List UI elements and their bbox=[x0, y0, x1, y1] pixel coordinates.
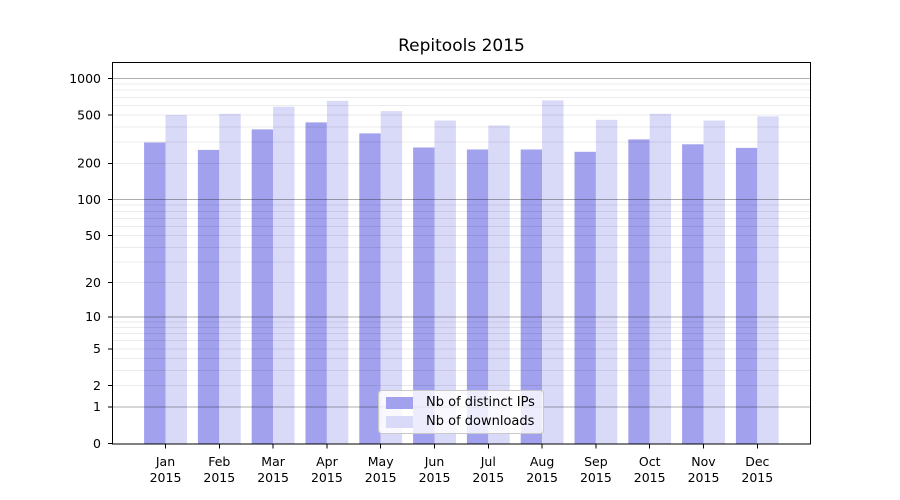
bar-distinct-ips-jul bbox=[466, 149, 489, 444]
x-tick-label-year: 2015 bbox=[634, 470, 666, 485]
x-tick-label-year: 2015 bbox=[203, 470, 235, 485]
bar-distinct-ips-dec bbox=[735, 147, 758, 444]
bar-downloads-nov bbox=[703, 120, 725, 444]
bar-distinct-ips-apr bbox=[305, 122, 327, 444]
y-tick-label: 100 bbox=[77, 192, 101, 207]
x-tick-label-month: Nov bbox=[691, 454, 716, 469]
y-tick-label: 5 bbox=[93, 341, 101, 356]
bar-downloads-apr bbox=[326, 100, 349, 444]
y-tick-label: 200 bbox=[77, 156, 101, 171]
bar-downloads-mar bbox=[273, 106, 295, 444]
bar-downloads-may bbox=[380, 111, 403, 444]
bar-distinct-ips-may bbox=[359, 133, 381, 444]
x-tick-label-month: Oct bbox=[639, 454, 661, 469]
y-tick-label: 2 bbox=[93, 378, 101, 393]
x-tick-label-year: 2015 bbox=[472, 470, 504, 485]
x-tick-label-year: 2015 bbox=[688, 470, 720, 485]
plot-border bbox=[112, 62, 811, 445]
legend-label-distinct-ips: Nb of distinct IPs bbox=[426, 395, 535, 410]
legend-swatch-downloads bbox=[386, 415, 413, 428]
x-tick-label-month: Dec bbox=[745, 454, 769, 469]
x-tick-label-month: Jun bbox=[424, 454, 445, 469]
bar-downloads-sep bbox=[595, 119, 618, 444]
bar-downloads-oct bbox=[649, 113, 672, 444]
x-tick-label-month: May bbox=[368, 454, 394, 469]
y-tick-label: 1 bbox=[93, 399, 101, 414]
legend: Nb of distinct IPs Nb of downloads bbox=[378, 390, 544, 434]
x-tick-label-year: 2015 bbox=[365, 470, 397, 485]
bar-downloads-feb bbox=[219, 113, 241, 444]
bar-distinct-ips-sep bbox=[574, 151, 596, 444]
y-tick-label: 20 bbox=[85, 275, 101, 290]
y-tick-label: 500 bbox=[77, 107, 101, 122]
bar-distinct-ips-feb bbox=[197, 149, 220, 444]
x-tick-label-month: Sep bbox=[584, 454, 608, 469]
x-tick-label-month: Feb bbox=[208, 454, 230, 469]
legend-label-downloads: Nb of downloads bbox=[426, 414, 535, 429]
bar-distinct-ips-nov bbox=[682, 144, 704, 444]
bar-downloads-jul bbox=[488, 125, 510, 444]
x-tick-label-month: Apr bbox=[316, 454, 338, 469]
bar-distinct-ips-jun bbox=[413, 147, 435, 444]
x-tick-label-month: Jul bbox=[480, 454, 496, 469]
x-tick-label-year: 2015 bbox=[526, 470, 558, 485]
bar-distinct-ips-oct bbox=[628, 139, 650, 444]
legend-item-distinct-ips: Nb of distinct IPs bbox=[386, 395, 543, 410]
x-tick-label-year: 2015 bbox=[311, 470, 343, 485]
chart-title: Repitools 2015 bbox=[398, 36, 525, 56]
x-tick-label-month: Mar bbox=[261, 454, 285, 469]
legend-item-downloads: Nb of downloads bbox=[386, 414, 543, 429]
bar-downloads-dec bbox=[757, 116, 779, 444]
x-tick-label-year: 2015 bbox=[419, 470, 451, 485]
x-tick-label-month: Jan bbox=[155, 454, 175, 469]
y-tick-label: 10 bbox=[85, 309, 101, 324]
bar-downloads-jun bbox=[434, 120, 456, 444]
bar-distinct-ips-jan bbox=[144, 142, 166, 444]
x-tick-label-year: 2015 bbox=[741, 470, 773, 485]
x-tick-label-year: 2015 bbox=[150, 470, 182, 485]
x-tick-label-month: Aug bbox=[530, 454, 554, 469]
x-tick-label-year: 2015 bbox=[580, 470, 612, 485]
bar-downloads-aug bbox=[542, 100, 564, 444]
y-tick-label: 0 bbox=[93, 436, 101, 451]
legend-swatch-distinct-ips bbox=[386, 396, 413, 409]
y-tick-label: 1000 bbox=[69, 71, 101, 86]
x-tick-label-year: 2015 bbox=[257, 470, 289, 485]
bar-distinct-ips-mar bbox=[251, 129, 274, 444]
bar-distinct-ips-aug bbox=[520, 149, 543, 444]
y-tick-label: 50 bbox=[85, 228, 101, 243]
bar-downloads-jan bbox=[165, 115, 187, 444]
